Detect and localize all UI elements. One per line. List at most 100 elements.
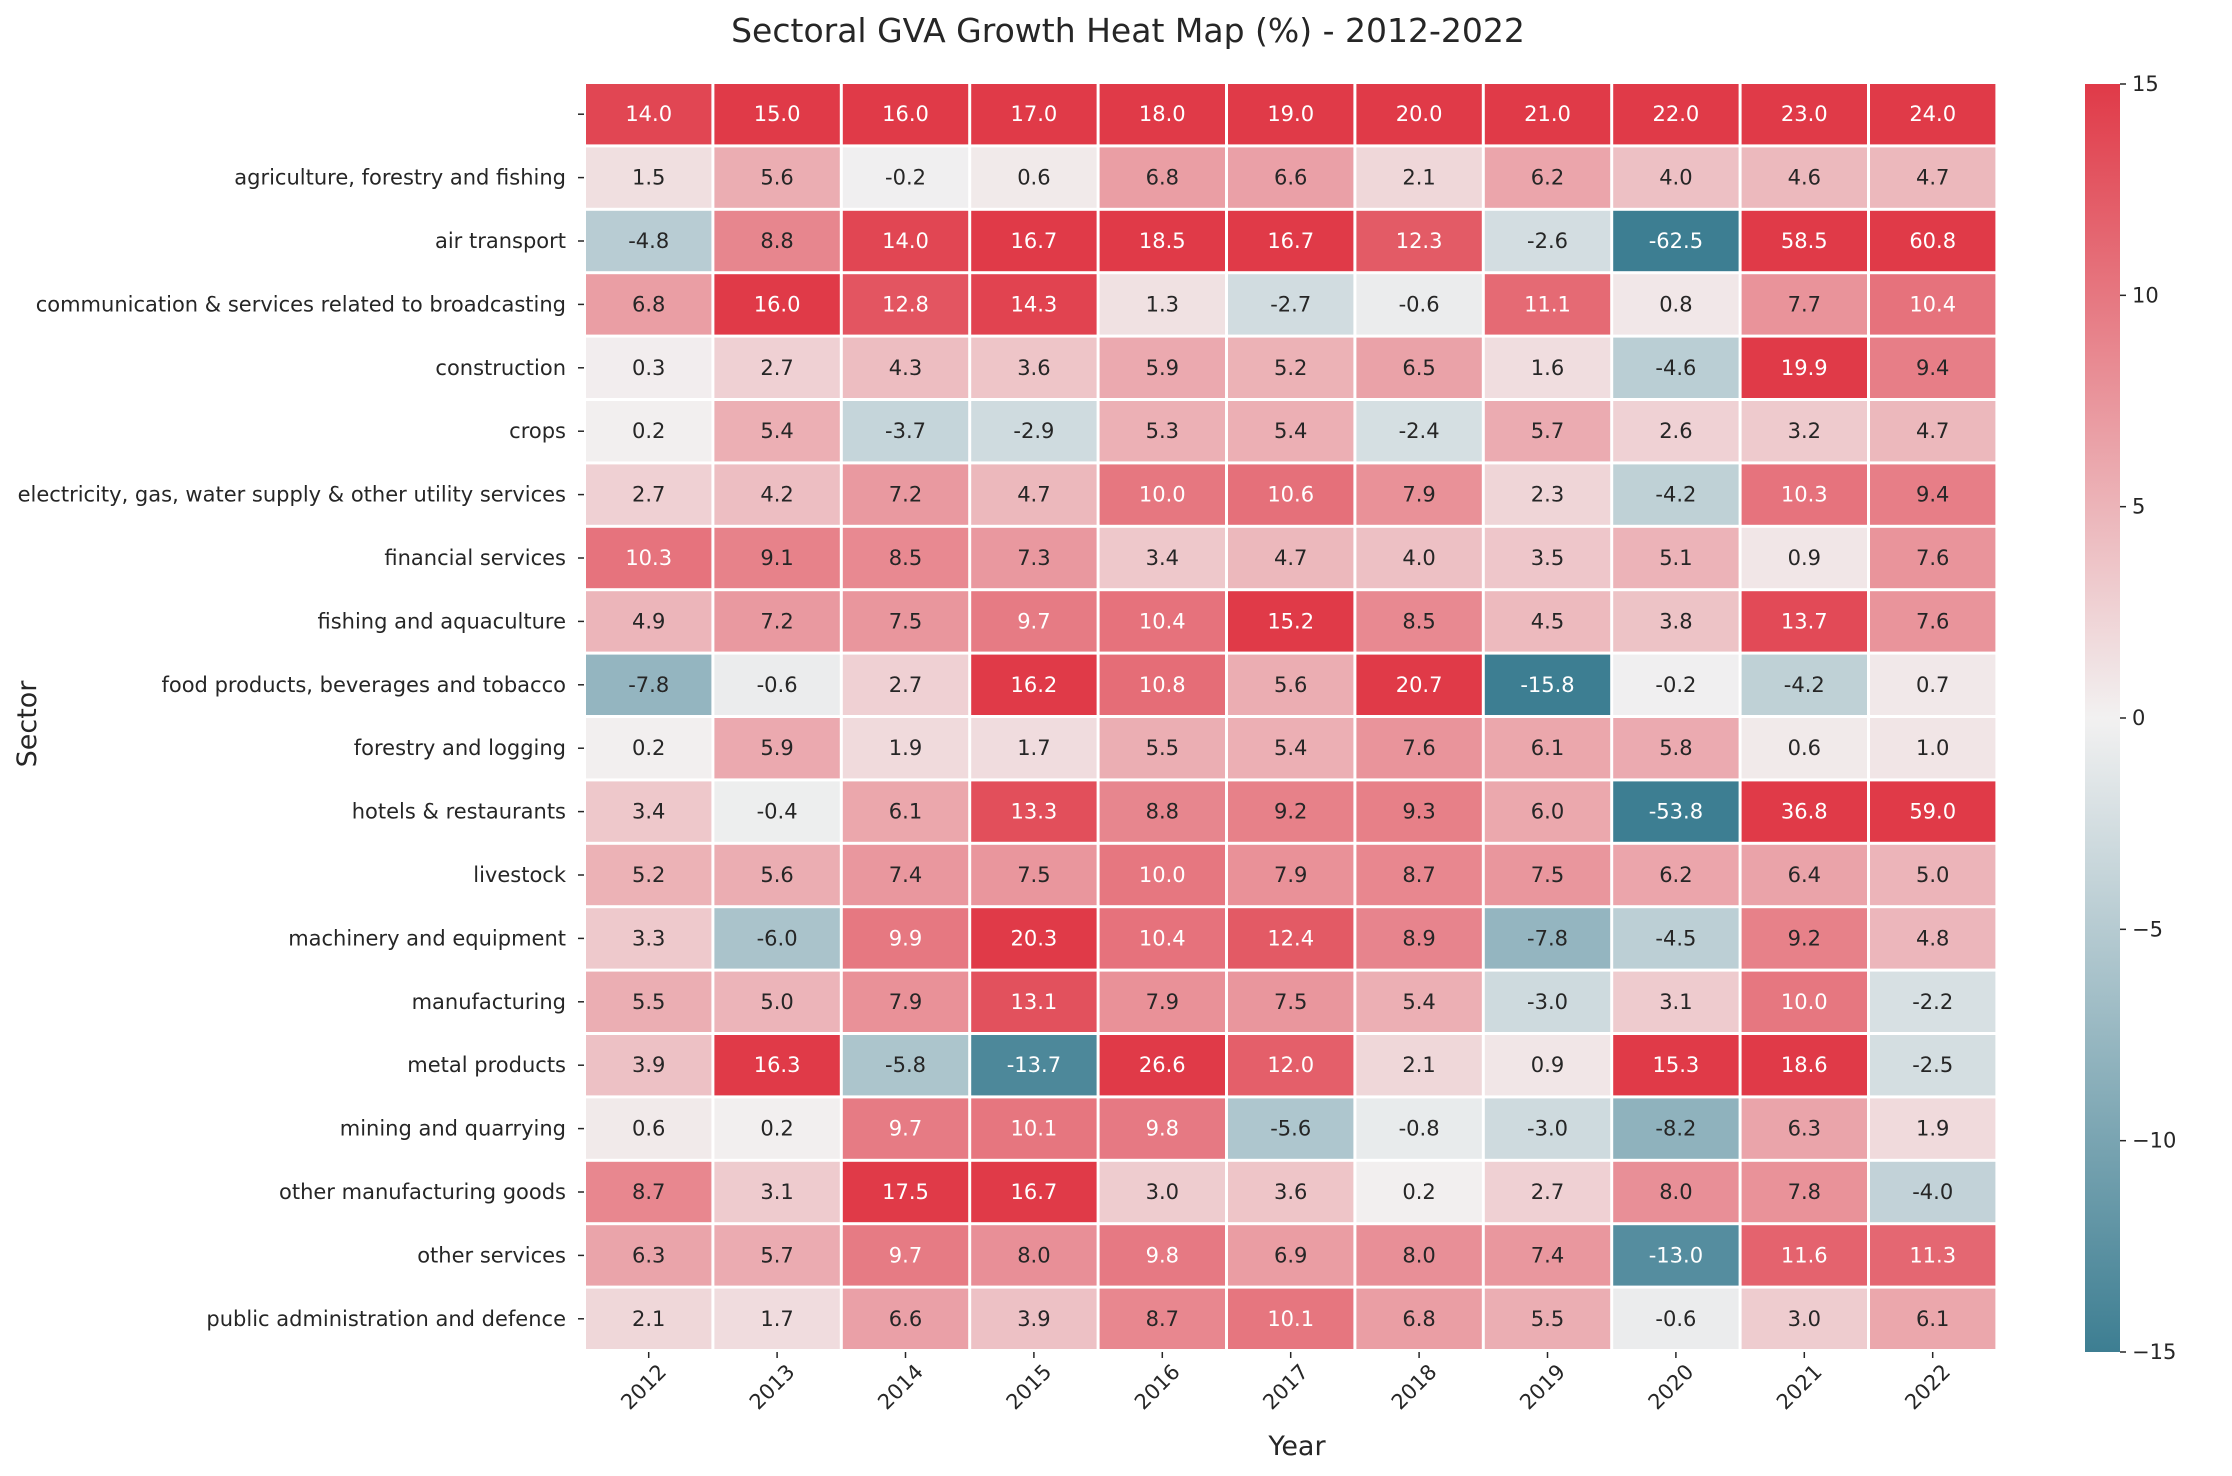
heatmap-cell [1099, 274, 1225, 335]
cell-value-label: 0.2 [760, 1117, 793, 1141]
x-tick-label: 2017 [1258, 1360, 1313, 1415]
heatmap-cell [586, 844, 712, 906]
cell-value-label: 7.6 [1402, 736, 1435, 760]
cell-value-label: 3.0 [1146, 1180, 1179, 1204]
heatmap-cell [1228, 464, 1354, 525]
heatmap-cell [1870, 844, 1996, 906]
cell-value-label: 4.8 [1916, 926, 1949, 950]
heatmap-cell [842, 210, 969, 272]
cell-value-label: -2.2 [1912, 990, 1953, 1014]
cell-value-label: 15.3 [1653, 1053, 1700, 1077]
heatmap-cell [1356, 1035, 1482, 1096]
cell-value-label: 5.5 [1146, 736, 1179, 760]
heatmap-cell [1613, 781, 1739, 842]
cell-value-label: 14.0 [882, 229, 929, 253]
cell-value-label: 5.5 [1531, 1307, 1564, 1331]
y-tick-label: financial services [384, 546, 566, 570]
cell-value-label: 8.8 [1146, 800, 1179, 824]
cell-value-label: 3.9 [1017, 1307, 1050, 1331]
cell-value-label: 19.9 [1781, 356, 1828, 380]
heatmap-cell [1228, 844, 1354, 906]
heatmap-cell [1228, 527, 1354, 589]
cell-value-label: 16.7 [1011, 1180, 1058, 1204]
cell-value-label: 3.6 [1017, 356, 1050, 380]
heatmap-cell [1228, 591, 1354, 652]
cell-value-label: -4.0 [1912, 1180, 1953, 1204]
heatmap-cell [1741, 591, 1867, 652]
heatmap-cell [586, 527, 712, 589]
cell-value-label: 5.9 [760, 736, 793, 760]
heatmap-cell [1484, 464, 1611, 525]
cell-value-label: 9.4 [1916, 483, 1949, 507]
cell-value-label: 7.9 [889, 990, 922, 1014]
cell-value-label: 2.6 [1659, 419, 1692, 443]
heatmap-cell [714, 464, 840, 525]
cell-value-label: 11.6 [1781, 1243, 1828, 1267]
cell-value-label: 4.7 [1274, 546, 1307, 570]
cell-value-label: 36.8 [1781, 800, 1828, 824]
cell-value-label: 6.3 [632, 1243, 665, 1267]
colorbar-tick-label: 0 [2132, 706, 2145, 730]
cell-value-label: 6.8 [1146, 166, 1179, 190]
heatmap-cell [1099, 210, 1225, 272]
cell-value-label: 2.7 [1531, 1180, 1564, 1204]
heatmap-cell [1741, 527, 1867, 589]
cell-value-label: 20.0 [1396, 102, 1443, 126]
heatmap-cell [714, 274, 840, 335]
cell-value-label: 2.1 [1402, 166, 1435, 190]
heatmap-cell [1099, 1098, 1225, 1159]
cell-value-label: 7.6 [1916, 609, 1949, 633]
cell-value-label: -5.6 [1270, 1117, 1311, 1141]
heatmap-cell [1741, 781, 1867, 842]
heatmap-cell [1741, 147, 1867, 208]
heatmap-cell [714, 401, 840, 462]
heatmap-cell [1484, 971, 1611, 1032]
heatmap-cell [842, 1035, 969, 1096]
heatmap-cell [1613, 908, 1739, 969]
heatmap-cell [971, 401, 1097, 462]
y-tick-label: electricity, gas, water supply & other u… [18, 483, 566, 507]
heatmap-cell [1099, 464, 1225, 525]
cell-value-label: 9.7 [889, 1117, 922, 1141]
cell-value-label: 17.5 [882, 1180, 929, 1204]
heatmap-cell [842, 781, 969, 842]
heatmap-cell [1099, 781, 1225, 842]
cell-value-label: 7.9 [1146, 990, 1179, 1014]
cell-value-label: 0.2 [1402, 1180, 1435, 1204]
heatmap-cell [1356, 464, 1482, 525]
heatmap-cell [1870, 908, 1996, 969]
heatmap-cell [1484, 844, 1611, 906]
heatmap-cell [1741, 337, 1867, 398]
heatmap-cell [1484, 401, 1611, 462]
heatmap-cell [1099, 844, 1225, 906]
cell-value-label: 5.7 [760, 1243, 793, 1267]
cell-value-label: 5.7 [1531, 419, 1564, 443]
colorbar-tick-label: 10 [2132, 283, 2159, 307]
cell-value-label: -62.5 [1649, 229, 1703, 253]
heatmap-cell [1228, 147, 1354, 208]
heatmap-cell [971, 781, 1097, 842]
heatmap-cell [1484, 274, 1611, 335]
heatmap-cell [1228, 1035, 1354, 1096]
y-tick-label: fishing and aquaculture [317, 609, 566, 633]
heatmap-cell [1613, 337, 1739, 398]
cell-value-label: 7.2 [760, 609, 793, 633]
cell-value-label: 10.1 [1267, 1307, 1314, 1331]
cell-value-label: 5.5 [632, 990, 665, 1014]
cell-value-label: 10.8 [1139, 673, 1186, 697]
cell-value-label: 6.2 [1659, 863, 1692, 887]
cell-value-label: 2.7 [889, 673, 922, 697]
y-tick-label: other manufacturing goods [279, 1180, 566, 1204]
heatmap-cell [1356, 971, 1482, 1032]
cell-value-label: 5.4 [1402, 990, 1435, 1014]
cell-value-label: 2.1 [632, 1307, 665, 1331]
heatmap-cell [1356, 654, 1482, 715]
heatmap-cell [1356, 274, 1482, 335]
heatmap-cell [1613, 1288, 1739, 1349]
heatmap-cell [1870, 337, 1996, 398]
cell-value-label: 10.3 [625, 546, 672, 570]
y-tick-label: mining and quarrying [340, 1117, 566, 1141]
heatmap-cell [1099, 1035, 1225, 1096]
heatmap-cell [1870, 274, 1996, 335]
cell-value-label: 9.1 [760, 546, 793, 570]
